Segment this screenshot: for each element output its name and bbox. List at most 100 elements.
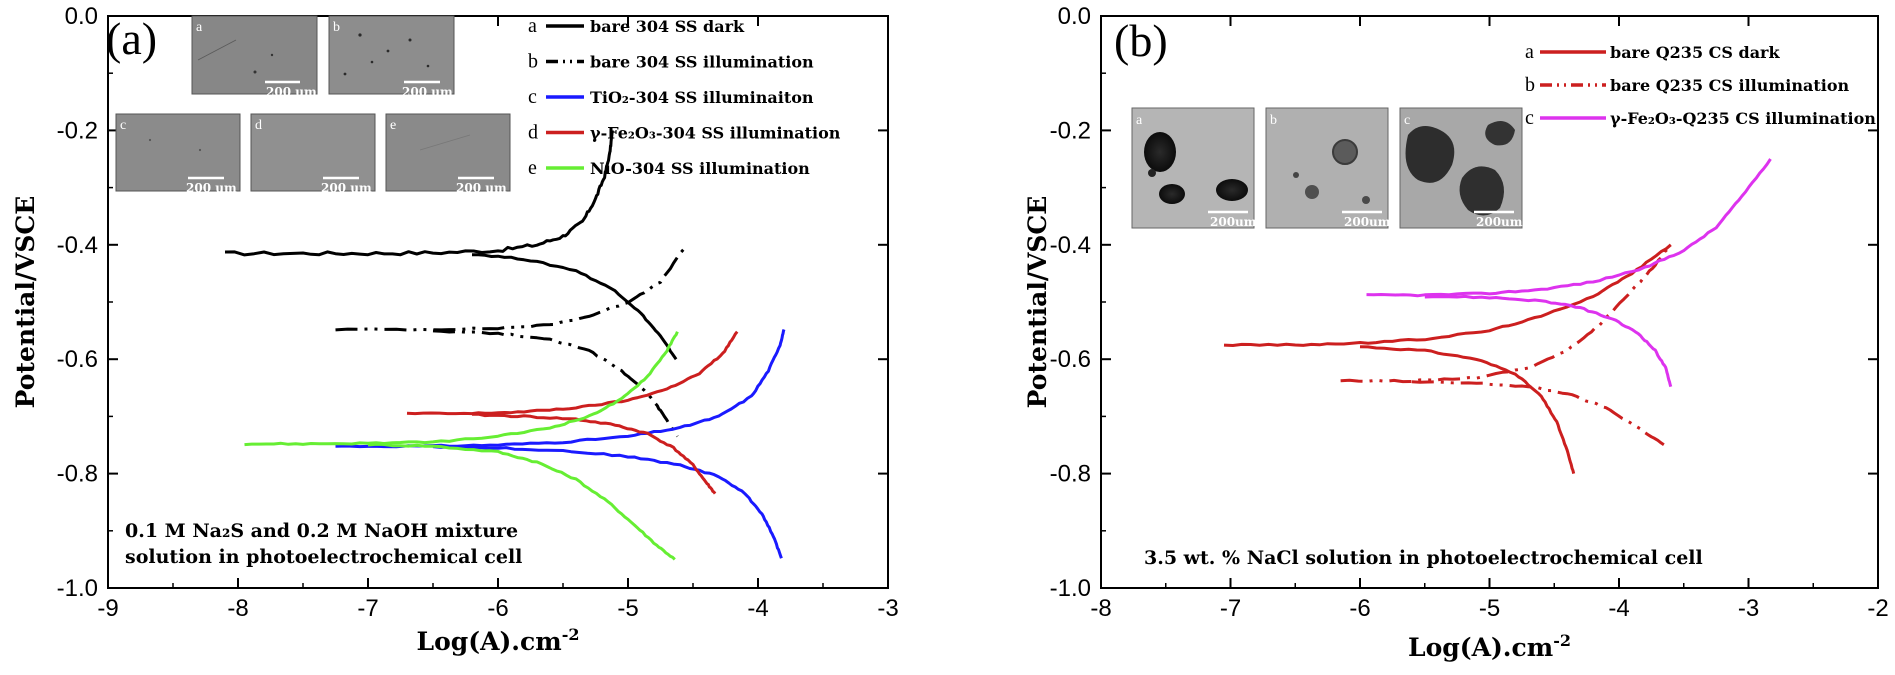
plot-frame — [1100, 15, 1879, 589]
micrograph-insets-b: a 200um b 200um c 200um — [1131, 107, 1523, 229]
y-tick-label: -0.2 — [57, 117, 98, 144]
x-tick-label: -5 — [617, 595, 638, 622]
y-tick-label: -0.2 — [1050, 117, 1091, 144]
y-tick-label: -0.6 — [1050, 346, 1091, 373]
inset-b-a: a 200um — [1131, 107, 1257, 229]
series-a-cathodic-line — [472, 253, 678, 361]
annotation-line-1: 0.1 M Na₂S and 0.2 M NaOH mixture — [125, 520, 518, 542]
series-c-cathodic-line — [432, 445, 783, 559]
legend-entry: bare Q235 CS illumination — [1610, 76, 1850, 95]
legend-entry: TiO₂-304 SS illuminaiton — [590, 88, 814, 107]
series-a-anodic-line — [1223, 243, 1672, 347]
legend-key: a — [528, 15, 537, 37]
annotation-line-1: 3.5 wt. % NaCl solution in photoelectroc… — [1144, 547, 1703, 569]
legend-key: c — [528, 86, 537, 108]
panel-a-label: (a) — [106, 13, 157, 64]
y-tick-label: -0.8 — [57, 461, 98, 488]
inset-b-b: b 200um — [1265, 107, 1391, 229]
series-b-anodic-line — [1340, 246, 1670, 384]
scale-label: 200 um — [456, 181, 507, 195]
series-e-cathodic-line — [367, 442, 676, 561]
legend-key: a — [1525, 41, 1534, 63]
x-tick-label: -5 — [1479, 595, 1500, 622]
x-tick-label: -8 — [1090, 595, 1111, 622]
inset-letter: d — [255, 118, 262, 133]
inset-a-b: b 200 um — [328, 15, 455, 99]
plot-0: -9 -8 -7 -6 -5 -4 -3 0.0 -0.2 -0.4 -0.6 -0.8 -1.0 Pot… — [11, 3, 899, 656]
legend-key: d — [528, 122, 538, 144]
inset-letter: a — [196, 20, 203, 35]
y-tick-label: -0.4 — [57, 232, 98, 259]
y-tick-label: 0.0 — [65, 3, 98, 30]
x-tick-label: -8 — [227, 595, 248, 622]
series-b-cathodic-line — [432, 329, 679, 438]
x-tick-label: -7 — [357, 595, 378, 622]
y-axis-label: Potential/VSCE — [11, 196, 40, 409]
series-a-cathodic-line — [1359, 345, 1576, 474]
x-tick-label: -4 — [1608, 595, 1629, 622]
panel-b-label: (b) — [1114, 15, 1168, 66]
series-a-anodic-line — [224, 130, 614, 257]
inset-a-a: a 200 um — [191, 15, 318, 99]
inset-a-c: c 200 um — [115, 113, 241, 195]
micrograph-insets-a: a 200 um b 200 um c 200 um — [115, 15, 511, 195]
y-tick-label: -1.0 — [1050, 575, 1091, 602]
scale-label: 200um — [1210, 215, 1257, 229]
legend-key: c — [1525, 107, 1534, 129]
scale-label: 200 um — [402, 85, 453, 99]
inset-letter: c — [1404, 113, 1410, 128]
chart-panel-b: -8 -7 -6 -5 -4 -3 -2 0.0 -0.2 -0.4 -0.6 -0.8 -1.0 Pot… — [1023, 3, 1889, 662]
plot-1: -8 -7 -6 -5 -4 -3 -2 0.0 -0.2 -0.4 -0.6 -0.8 -1.0 Pot… — [1023, 3, 1889, 662]
x-axis-label-sup: -2 — [1553, 631, 1571, 650]
x-tick-label: -4 — [747, 595, 768, 622]
inset-a-e: e 200 um — [385, 113, 511, 195]
inset-letter: c — [120, 118, 126, 133]
series-d-anodic-line — [406, 330, 739, 416]
legend-entry: bare 304 SS dark — [590, 17, 745, 36]
legend: a bare 304 SS dark b bare 304 SS illuminati… — [528, 15, 841, 179]
x-tick-label: -9 — [97, 595, 118, 622]
legend-entry: bare Q235 CS dark — [1610, 43, 1780, 62]
legend-entry: bare 304 SS illumination — [590, 53, 814, 72]
legend: a bare Q235 CS dark b bare Q235 CS illumina… — [1525, 41, 1876, 129]
x-axis-label: Log(A).cm-2 — [417, 625, 580, 656]
series-b-cathodic-line — [1411, 380, 1666, 447]
series-c-cathodic-line — [1424, 294, 1673, 388]
x-tick-label: -7 — [1220, 595, 1241, 622]
x-tick-label: -3 — [1738, 595, 1759, 622]
x-tick-label: -2 — [1867, 595, 1888, 622]
scale-label: 200 um — [266, 85, 317, 99]
scale-label: 200 um — [321, 181, 372, 195]
scale-label: 200um — [1476, 215, 1523, 229]
x-tick-label: -6 — [1349, 595, 1370, 622]
legend-key: e — [528, 157, 537, 179]
legend-key: b — [528, 51, 538, 73]
y-tick-label: -1.0 — [57, 575, 98, 602]
y-tick-label: -0.8 — [1050, 461, 1091, 488]
inset-letter: b — [1270, 113, 1277, 128]
series-c-anodic-line — [335, 328, 786, 449]
y-tick-label: -0.6 — [57, 346, 98, 373]
series-e-anodic-line — [244, 331, 679, 447]
x-tick-label: -3 — [877, 595, 898, 622]
inset-a-d: d 200 um — [250, 113, 376, 195]
inset-letter: b — [333, 20, 340, 35]
legend-entry: NiO-304 SS illumination — [590, 159, 810, 178]
chart-panel-a: -9 -8 -7 -6 -5 -4 -3 0.0 -0.2 -0.4 -0.6 -0.8 -1.0 Pot… — [11, 3, 899, 656]
series-b-anodic-line — [335, 243, 688, 332]
inset-b-c: c 200um — [1399, 107, 1523, 229]
annotation-line-2: solution in photoelectrochemical cell — [125, 546, 522, 568]
legend-key: b — [1525, 74, 1535, 96]
x-axis-label: Log(A).cm-2 — [1408, 631, 1571, 662]
inset-letter: a — [1136, 113, 1143, 128]
scale-label: 200um — [1344, 215, 1391, 229]
series-c-anodic-line — [1366, 158, 1772, 298]
scale-label: 200 um — [186, 181, 237, 195]
series-d-cathodic-line — [472, 412, 717, 495]
y-tick-label: 0.0 — [1058, 3, 1091, 30]
x-axis-label-sup: -2 — [562, 625, 580, 644]
y-axis-label: Potential/VSCE — [1023, 196, 1052, 409]
x-tick-label: -6 — [487, 595, 508, 622]
legend-entry: γ-Fe₂O₃-304 SS illumination — [590, 124, 841, 143]
